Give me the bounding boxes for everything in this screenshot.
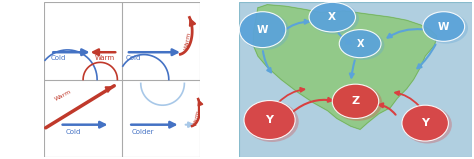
Text: W: W — [257, 25, 268, 35]
Text: Z: Z — [351, 96, 360, 106]
Polygon shape — [253, 5, 437, 129]
Ellipse shape — [340, 31, 384, 60]
Text: X: X — [356, 39, 364, 49]
Ellipse shape — [309, 2, 356, 32]
Ellipse shape — [423, 12, 465, 41]
Ellipse shape — [245, 101, 299, 142]
Ellipse shape — [240, 12, 289, 50]
Text: X: X — [328, 12, 336, 22]
Ellipse shape — [403, 106, 452, 144]
Text: Cold: Cold — [126, 55, 141, 61]
Ellipse shape — [244, 100, 295, 139]
Text: Warm: Warm — [183, 31, 191, 50]
Ellipse shape — [332, 84, 379, 118]
Ellipse shape — [339, 30, 381, 58]
Text: Warm: Warm — [193, 109, 201, 126]
Ellipse shape — [424, 13, 468, 44]
Text: W: W — [438, 21, 449, 31]
Ellipse shape — [239, 12, 286, 48]
Text: Y: Y — [265, 115, 273, 125]
Text: Warm: Warm — [54, 89, 72, 102]
Ellipse shape — [310, 3, 359, 34]
Text: Y: Y — [421, 118, 429, 128]
Text: Colder: Colder — [131, 129, 154, 135]
Text: Cold: Cold — [66, 129, 82, 135]
Ellipse shape — [333, 85, 382, 121]
Text: Warm: Warm — [95, 55, 115, 61]
Text: Cold: Cold — [50, 55, 66, 61]
Ellipse shape — [402, 105, 448, 141]
